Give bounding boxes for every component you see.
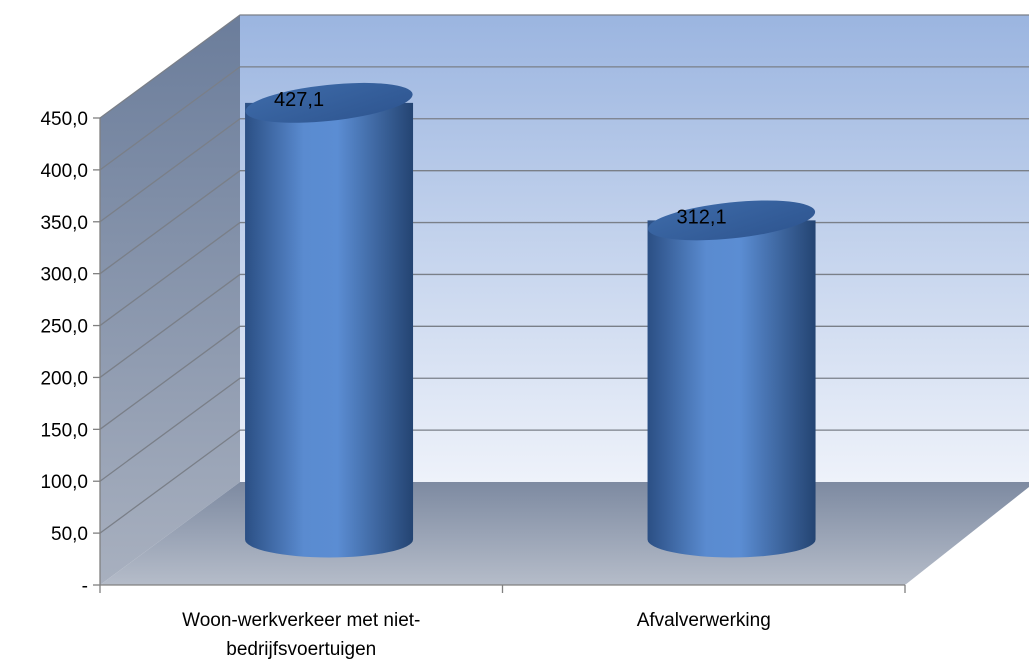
data-labels: 427,1 312,1 xyxy=(274,89,727,229)
bar-2 xyxy=(647,200,816,558)
y-tick-label: 400,0 xyxy=(40,161,88,182)
x-category-label: Woon-werkverkeer met niet-bedrijfsvoertu… xyxy=(182,610,420,660)
y-tick-label: 350,0 xyxy=(40,213,88,234)
bar-top xyxy=(647,200,816,241)
gridline xyxy=(99,14,1029,119)
y-tick-label: 50,0 xyxy=(51,524,88,545)
bars xyxy=(245,82,816,558)
y-tick-label: 100,0 xyxy=(40,472,88,493)
x-category-label: Afvalverwerking xyxy=(637,610,771,631)
y-tick-label: 200,0 xyxy=(40,368,88,389)
chart-walls xyxy=(100,15,1029,585)
y-axis: - 50,0 100,0 150,0 200,0 250,0 300,0 350,0 400,0… xyxy=(40,109,101,597)
bar-top xyxy=(245,82,413,123)
side-wall xyxy=(100,15,240,585)
data-label: 312,1 xyxy=(677,206,727,228)
y-tick-label: 450,0 xyxy=(40,109,88,130)
gridline xyxy=(99,118,1029,223)
bar-body xyxy=(245,102,414,558)
y-tick-label: 150,0 xyxy=(40,420,88,441)
gridline xyxy=(99,170,1029,275)
floor xyxy=(100,482,1029,585)
y-tick-label: - xyxy=(82,576,88,597)
y-tick-label: 300,0 xyxy=(40,265,88,286)
bar-1 xyxy=(245,82,414,558)
x-axis: Woon-werkverkeer met niet-bedrijfsvoertu… xyxy=(99,584,906,660)
y-tick-label: 250,0 xyxy=(40,317,88,338)
bar-body xyxy=(647,220,816,558)
data-label: 427,1 xyxy=(274,89,324,111)
gridline xyxy=(99,66,1029,171)
